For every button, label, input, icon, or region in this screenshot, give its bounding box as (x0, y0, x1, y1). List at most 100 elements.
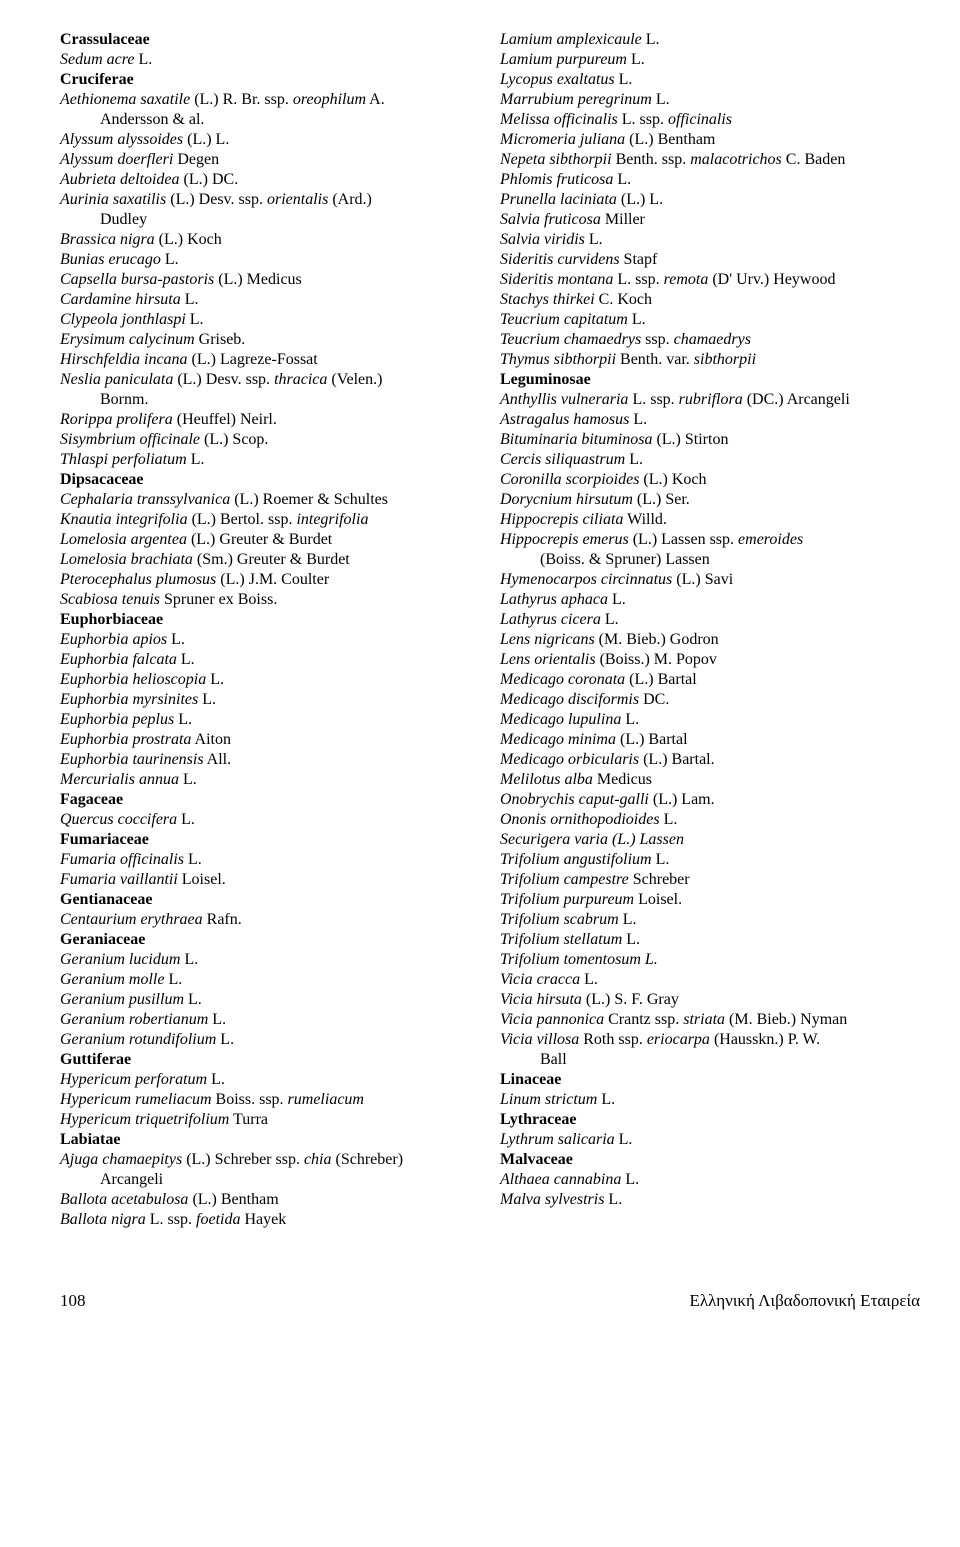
family-heading: Labiatae (60, 1131, 120, 1148)
species-name: Melilotus alba (500, 771, 593, 788)
text-line: Fumariaceae (60, 830, 480, 850)
authority-text: ssp. (641, 331, 673, 348)
species-name: Hymenocarpos circinnatus (500, 571, 672, 588)
text-line: Linaceae (500, 1070, 920, 1090)
authority-text: (L.) DC. (180, 171, 239, 188)
authority-text: Degen (173, 151, 219, 168)
text-line: Astragalus hamosus L. (500, 410, 920, 430)
species-name: Lens nigricans (500, 631, 595, 648)
text-line: Phlomis fruticosa L. (500, 170, 920, 190)
text-line: Geranium lucidum L. (60, 950, 480, 970)
species-name: Lens orientalis (500, 651, 596, 668)
authority-text: L. (177, 651, 195, 668)
species-name: Teucrium chamaedrys (500, 331, 641, 348)
text-line: Medicago coronata (L.) Bartal (500, 670, 920, 690)
species-name: Teucrium capitatum (500, 311, 628, 328)
text-line: Mercurialis annua L. (60, 770, 480, 790)
species-name: Pterocephalus plumosus (60, 571, 216, 588)
species-name: Lomelosia brachiata (60, 551, 193, 568)
species-name: Medicago minima (500, 731, 616, 748)
species-name: Euphorbia prostrata (60, 731, 191, 748)
text-line: Sideritis curvidens Stapf (500, 250, 920, 270)
left-column: CrassulaceaeSedum acre L.CruciferaeAethi… (60, 30, 480, 1230)
species-name: Geranium robertianum (60, 1011, 208, 1028)
species-name: Euphorbia taurinensis (60, 751, 204, 768)
authority-text: Hayek (240, 1211, 286, 1228)
species-name: sibthorpii (694, 351, 756, 368)
family-heading: Lythraceae (500, 1111, 576, 1128)
authority-text: L. (642, 31, 660, 48)
authority-text: L. (613, 171, 631, 188)
authority-text: (L.) Greuter & Burdet (187, 531, 332, 548)
authority-text: L. (597, 1091, 615, 1108)
text-line: Rorippa prolifera (Heuffel) Neirl. (60, 410, 480, 430)
text-line: Clypeola jonthlaspi L. (60, 310, 480, 330)
text-line: Trifolium scabrum L. (500, 910, 920, 930)
species-name: Geranium lucidum (60, 951, 180, 968)
text-line: Melissa officinalis L. ssp. officinalis (500, 110, 920, 130)
authority-text: L. (184, 851, 202, 868)
authority-text: Andersson & al. (100, 111, 204, 128)
species-name: Lamium amplexicaule (500, 31, 642, 48)
text-line: Centaurium erythraea Rafn. (60, 910, 480, 930)
authority-text: (D' Urv.) Heywood (708, 271, 835, 288)
columns-container: CrassulaceaeSedum acre L.CruciferaeAethi… (60, 30, 920, 1230)
text-line: Arcangeli (60, 1170, 480, 1190)
authority-text: L. (167, 631, 185, 648)
species-name: Melissa officinalis (500, 111, 618, 128)
text-line: Alyssum doerfleri Degen (60, 150, 480, 170)
species-name: Trifolium stellatum (500, 931, 622, 948)
species-name: Brassica nigra (60, 231, 155, 248)
authority-text: L. (161, 251, 179, 268)
species-name: Althaea cannabina (500, 1171, 621, 1188)
authority-text: Benth. ssp. (612, 151, 691, 168)
authority-text: (L.) L. (183, 131, 229, 148)
species-name: Coronilla scorpioides (500, 471, 639, 488)
species-name: Geranium molle (60, 971, 164, 988)
text-line: Geranium pusillum L. (60, 990, 480, 1010)
species-name: Lythrum salicaria (500, 1131, 615, 1148)
text-line: Geranium robertianum L. (60, 1010, 480, 1030)
authority-text: (Schreber) (332, 1151, 404, 1168)
authority-text: (L.) Medicus (214, 271, 302, 288)
text-line: Andersson & al. (60, 110, 480, 130)
text-line: Medicago disciformis DC. (500, 690, 920, 710)
species-name: Trifolium purpureum (500, 891, 634, 908)
text-line: Lycopus exaltatus L. (500, 70, 920, 90)
species-name: Euphorbia falcata (60, 651, 177, 668)
text-line: Fumaria officinalis L. (60, 850, 480, 870)
species-name: officinalis (668, 111, 732, 128)
species-name: chamaedrys (674, 331, 751, 348)
species-name: remota (664, 271, 709, 288)
species-name: Trifolium scabrum (500, 911, 619, 928)
authority-text: (L.) Bentham (188, 1191, 278, 1208)
text-line: Althaea cannabina L. (500, 1170, 920, 1190)
authority-text: L. (207, 1071, 225, 1088)
species-name: Astragalus hamosus (500, 411, 629, 428)
authority-text: (L.) Desv. ssp. (166, 191, 267, 208)
text-line: Sideritis montana L. ssp. remota (D' Urv… (500, 270, 920, 290)
species-name: Micromeria juliana (500, 131, 625, 148)
authority-text: L. (198, 691, 216, 708)
species-name: Ballota nigra (60, 1211, 146, 1228)
species-name: Euphorbia apios (60, 631, 167, 648)
text-line: Trifolium angustifolium L. (500, 850, 920, 870)
text-line: Trifolium purpureum Loisel. (500, 890, 920, 910)
text-line: Teucrium capitatum L. (500, 310, 920, 330)
text-line: Cardamine hirsuta L. (60, 290, 480, 310)
authority-text: (M. Bieb.) Nyman (725, 1011, 847, 1028)
species-name: Medicago orbicularis (500, 751, 639, 768)
species-name: Medicago lupulina (500, 711, 621, 728)
species-name: Aethionema saxatile (60, 91, 190, 108)
authority-text: L. (179, 771, 197, 788)
authority-text: (L.) Scop. (200, 431, 268, 448)
species-name: Phlomis fruticosa (500, 171, 613, 188)
authority-text: (L.) Ser. (633, 491, 690, 508)
authority-text: L. (181, 291, 199, 308)
species-name: Sedum acre (60, 51, 135, 68)
species-name: Fumaria officinalis (60, 851, 184, 868)
text-line: Guttiferae (60, 1050, 480, 1070)
text-line: Ononis ornithopodioides L. (500, 810, 920, 830)
text-line: (Boiss. & Spruner) Lassen (500, 550, 920, 570)
authority-text: Loisel. (634, 891, 682, 908)
